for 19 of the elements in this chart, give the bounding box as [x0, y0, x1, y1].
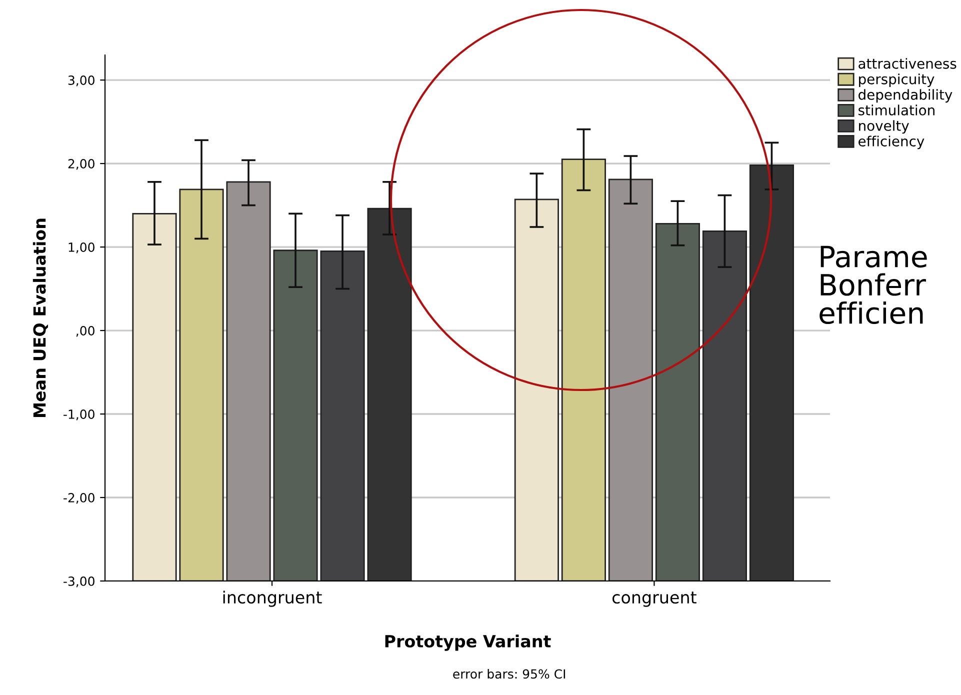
annotation: Parame Bonferr efficien: [820, 246, 927, 324]
legend-label: dependability: [858, 89, 952, 103]
y-tick-label: -2,00: [64, 492, 94, 504]
text: error bars: 95% CI: [453, 669, 566, 679]
y-tick-label: -3,00: [64, 576, 94, 588]
y-axis-title: Mean UEQ Evaluation: [32, 218, 48, 417]
y-tick-label: -1,00: [64, 409, 94, 420]
legend-label: efficiency: [858, 136, 924, 150]
y-tick-label: 1,00: [68, 242, 94, 254]
y-tick-label: ,00: [76, 326, 94, 337]
legend-label: novelty: [859, 120, 909, 134]
legend-label: attractiveness: [858, 58, 956, 69]
x-tick-label: incongruent: [223, 590, 322, 607]
legend-label: perspicuity: [859, 74, 934, 88]
legend-label: stimulation: [858, 104, 934, 116]
x-tick-label: congruent: [612, 592, 696, 607]
x-axis-title: Prototype Variant: [385, 634, 551, 651]
y-tick-label: 2,00: [68, 159, 94, 170]
y-tick-label: 3,00: [68, 76, 94, 86]
